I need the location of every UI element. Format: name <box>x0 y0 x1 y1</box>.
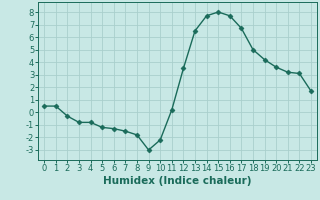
X-axis label: Humidex (Indice chaleur): Humidex (Indice chaleur) <box>103 176 252 186</box>
